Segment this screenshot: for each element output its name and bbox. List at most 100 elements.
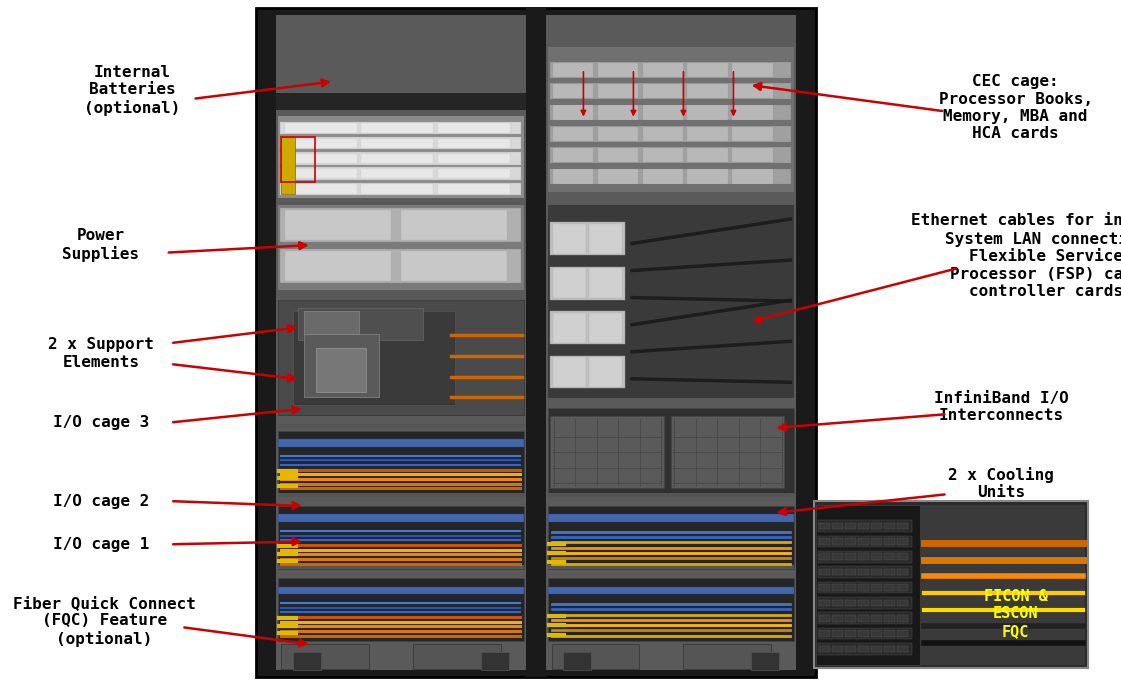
Bar	[687, 105, 728, 120]
Bar	[897, 584, 908, 591]
Bar	[871, 599, 882, 606]
Bar	[871, 553, 882, 560]
Bar	[278, 439, 524, 447]
Bar	[548, 408, 794, 493]
Bar	[276, 93, 526, 110]
Bar	[884, 584, 895, 591]
Bar	[589, 268, 622, 298]
Bar	[438, 139, 510, 148]
Bar	[553, 313, 585, 342]
Bar	[819, 646, 831, 652]
Text: I/O cage 2: I/O cage 2	[53, 493, 149, 509]
Bar	[589, 357, 622, 387]
Bar	[278, 514, 524, 522]
Bar	[819, 631, 831, 637]
Bar	[818, 520, 911, 532]
Bar	[589, 313, 622, 342]
Bar	[414, 644, 501, 669]
Bar	[589, 223, 622, 253]
Bar	[818, 567, 911, 578]
Text: Ethernet cables for internal
System LAN connecting
Flexible Service
Processor (F: Ethernet cables for internal System LAN …	[911, 213, 1121, 299]
Bar	[818, 535, 911, 547]
Bar	[550, 104, 791, 120]
Bar	[438, 123, 510, 133]
Bar	[884, 646, 895, 652]
Bar	[819, 599, 831, 606]
Bar	[833, 584, 843, 591]
Bar	[845, 631, 856, 637]
Bar	[845, 553, 856, 560]
Bar	[278, 205, 524, 290]
Bar	[553, 148, 593, 162]
Bar	[819, 538, 831, 545]
Text: I/O cage 3: I/O cage 3	[53, 415, 149, 430]
Bar	[732, 63, 772, 77]
Bar	[687, 63, 728, 77]
Bar	[281, 136, 315, 182]
Text: CEC cage:
Processor Books,
Memory, MBA and
HCA cards: CEC cage: Processor Books, Memory, MBA a…	[938, 74, 1093, 141]
Bar	[278, 587, 524, 594]
Bar	[298, 308, 424, 340]
Bar	[818, 612, 911, 624]
Bar	[884, 553, 895, 560]
Bar	[884, 523, 895, 530]
Bar	[401, 251, 508, 281]
Bar	[859, 553, 869, 560]
Bar	[642, 148, 683, 162]
Bar	[859, 538, 869, 545]
Bar	[751, 652, 779, 670]
Bar	[871, 569, 882, 576]
Bar	[642, 63, 683, 77]
Bar	[280, 182, 521, 195]
Bar	[819, 615, 831, 622]
Bar	[884, 599, 895, 606]
Bar	[859, 615, 869, 622]
Bar	[897, 599, 908, 606]
Bar	[871, 631, 882, 637]
Bar	[833, 569, 843, 576]
Bar	[642, 127, 683, 141]
Bar	[548, 493, 794, 496]
Bar	[684, 644, 771, 669]
Bar	[285, 154, 356, 163]
Bar	[687, 169, 728, 184]
Bar	[859, 569, 869, 576]
Bar	[256, 8, 816, 677]
Bar	[285, 251, 391, 281]
Bar	[281, 136, 295, 194]
Bar	[281, 644, 369, 669]
Bar	[278, 565, 524, 569]
Bar	[732, 105, 772, 120]
Bar	[833, 631, 843, 637]
Bar	[845, 569, 856, 576]
Bar	[553, 105, 593, 120]
Bar	[597, 105, 638, 120]
Bar	[871, 646, 882, 652]
Bar	[285, 123, 356, 133]
Bar	[285, 210, 391, 240]
Bar	[597, 84, 638, 98]
Bar	[280, 208, 521, 242]
Bar	[550, 126, 791, 142]
Bar	[553, 357, 585, 387]
Bar	[597, 169, 638, 184]
Bar	[818, 582, 911, 593]
Bar	[816, 505, 920, 665]
Bar	[732, 84, 772, 98]
Bar	[845, 584, 856, 591]
Bar	[819, 569, 831, 576]
Bar	[548, 47, 794, 191]
Bar	[550, 148, 791, 163]
Bar	[897, 538, 908, 545]
Bar	[361, 154, 433, 163]
Bar	[597, 127, 638, 141]
Bar	[871, 615, 882, 622]
Bar	[278, 493, 524, 496]
Bar	[553, 223, 585, 253]
Bar	[884, 538, 895, 545]
Text: Internal
Batteries
(optional): Internal Batteries (optional)	[84, 65, 180, 116]
Bar	[546, 15, 796, 670]
Bar	[280, 137, 521, 150]
Bar	[687, 84, 728, 98]
Bar	[550, 416, 664, 488]
